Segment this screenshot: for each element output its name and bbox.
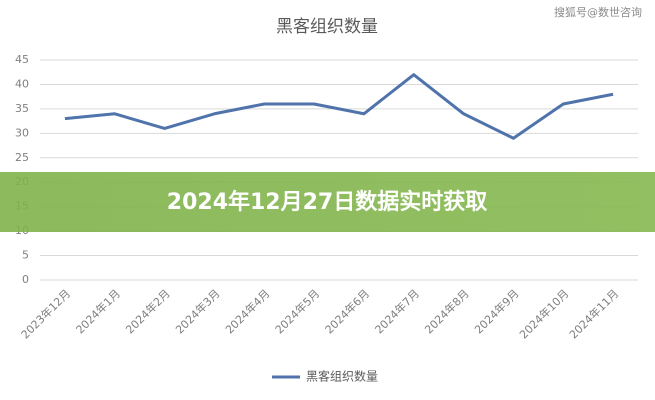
banner-text: 2024年12月27日数据实时获取 bbox=[167, 189, 487, 215]
y-tick-label: 0 bbox=[22, 273, 29, 286]
line-series bbox=[64, 73, 614, 140]
y-tick-label: 35 bbox=[15, 102, 29, 115]
y-tick-label: 25 bbox=[15, 151, 29, 164]
watermark: 搜狐号@数世咨询 bbox=[554, 5, 642, 19]
y-tick-label: 45 bbox=[15, 53, 29, 66]
chart-title: 黑客组织数量 bbox=[276, 17, 378, 37]
banner-band bbox=[0, 172, 655, 232]
y-tick-label: 30 bbox=[15, 126, 29, 139]
legend-label: 黑客组织数量 bbox=[306, 369, 378, 384]
y-tick-label: 40 bbox=[15, 77, 29, 90]
y-tick-label: 5 bbox=[22, 249, 29, 262]
